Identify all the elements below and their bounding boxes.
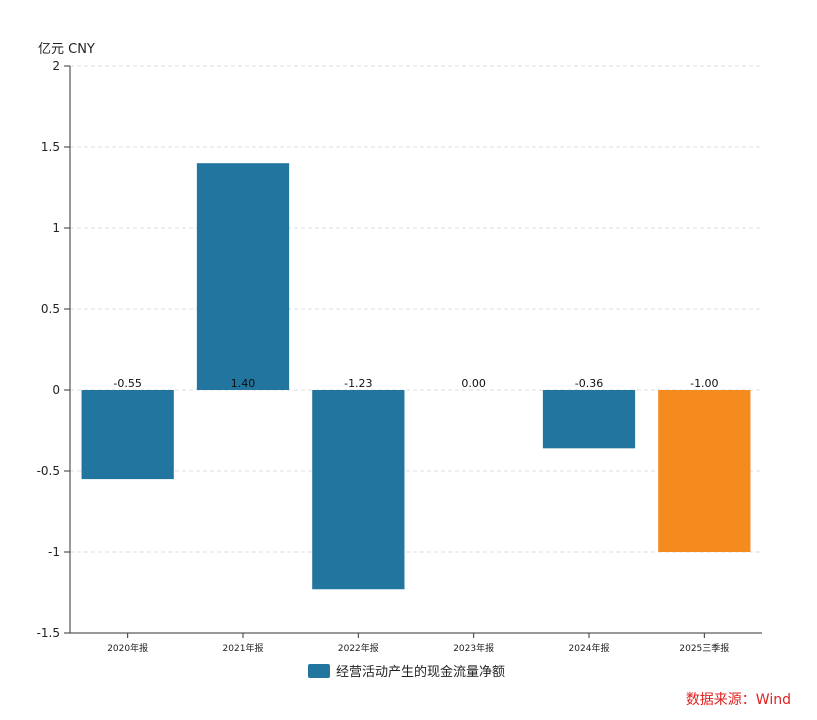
y-tick-label: -1: [48, 545, 60, 559]
data-label: -1.00: [690, 377, 718, 390]
bar-2020年报: [81, 390, 174, 480]
y-axis: 2 1.5 1 0.5 0 -0.5 -1 -1.5: [37, 59, 71, 640]
y-tick-label: -1.5: [37, 626, 60, 640]
y-tick-label: 1.5: [41, 140, 60, 154]
bar-2022年报: [312, 390, 405, 590]
x-tick-label: 2021年报: [223, 642, 264, 654]
x-tick-label: 2023年报: [453, 642, 494, 654]
x-tick-label: 2025三季报: [679, 642, 729, 654]
data-labels: -0.55 1.40 -1.23 0.00 -0.36 -1.00: [113, 377, 718, 390]
data-label: 1.40: [231, 377, 256, 390]
y-tick-label: -0.5: [37, 464, 60, 478]
legend[interactable]: 经营活动产生的现金流量净额: [308, 661, 505, 680]
legend-swatch: [308, 663, 330, 678]
data-source: 数据来源：Wind: [685, 692, 791, 708]
bar-2021年报: [196, 163, 290, 390]
bar-2024年报: [542, 390, 636, 449]
bars: [81, 163, 751, 590]
legend-label: 经营活动产生的现金流量净额: [336, 665, 506, 680]
data-label: -0.55: [113, 377, 141, 390]
x-tick-label: 2020年报: [107, 642, 148, 654]
y-axis-unit-label: 亿元 CNY: [38, 42, 95, 57]
x-tick-label: 2024年报: [569, 642, 610, 654]
x-tick-label: 2022年报: [338, 642, 379, 654]
y-tick-label: 0.5: [41, 302, 60, 316]
data-label: -0.36: [575, 377, 603, 390]
y-tick-label: 1: [52, 221, 60, 235]
y-tick-label: 0: [52, 383, 60, 397]
x-axis: 2020年报 2021年报 2022年报 2023年报 2024年报 2025三季报: [70, 632, 762, 654]
y-tick-label: 2: [52, 59, 60, 73]
data-label: 0.00: [461, 377, 486, 390]
bar-2025三季报: [658, 390, 751, 552]
data-label: -1.23: [344, 377, 372, 390]
